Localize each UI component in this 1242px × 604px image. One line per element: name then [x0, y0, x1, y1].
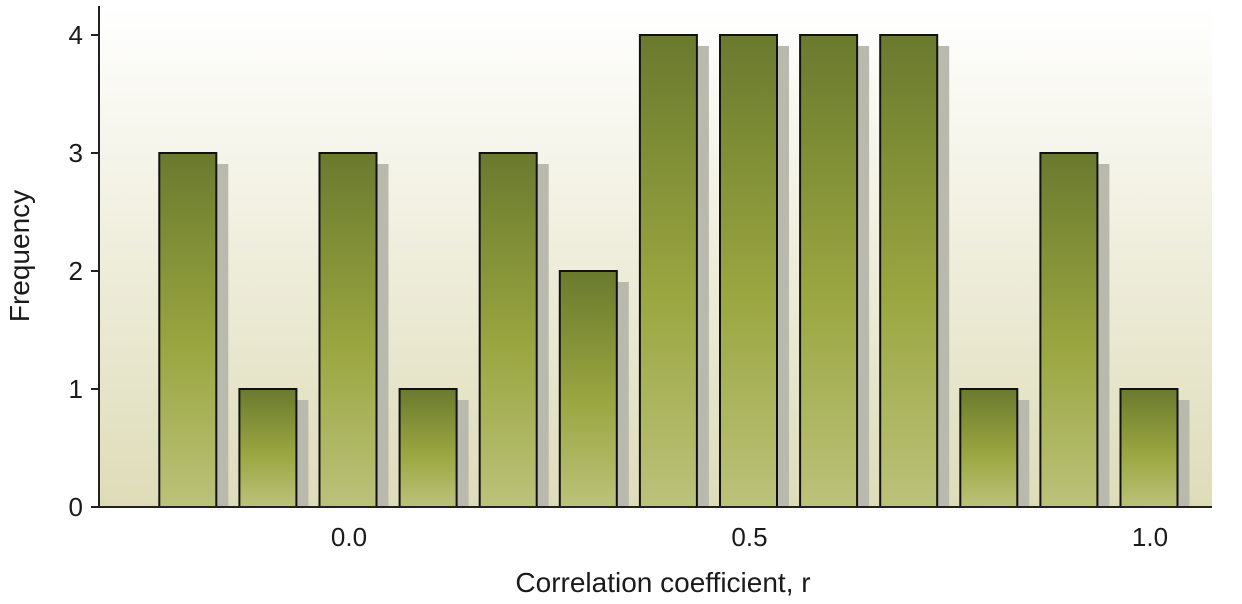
bar [558, 270, 618, 508]
bar [318, 152, 378, 508]
bar [799, 34, 859, 508]
bar [398, 388, 458, 508]
bar [959, 388, 1019, 508]
x-axis-ticks: 0.0 0.5 1.0 [331, 522, 1168, 552]
bar [158, 152, 218, 508]
bar [638, 34, 698, 508]
y-tick-label: 3 [69, 138, 83, 168]
y-tick-label: 4 [69, 20, 83, 50]
y-tick-label: 0 [69, 492, 83, 522]
x-tick-label: 0.0 [331, 522, 367, 552]
x-tick-label: 1.0 [1132, 522, 1168, 552]
bar [1039, 152, 1099, 508]
y-tick-label: 1 [69, 374, 83, 404]
bar [478, 152, 538, 508]
y-tick-label: 2 [69, 256, 83, 286]
y-axis-ticks: 0 1 2 3 4 [69, 20, 99, 522]
y-axis-title: Frequency [4, 190, 35, 322]
bars [158, 34, 1179, 508]
bar [238, 388, 298, 508]
bar [879, 34, 939, 508]
bar [1119, 388, 1179, 508]
x-axis-title: Correlation coefficient, r [515, 567, 810, 598]
x-tick-label: 0.5 [731, 522, 767, 552]
bar [719, 34, 778, 508]
